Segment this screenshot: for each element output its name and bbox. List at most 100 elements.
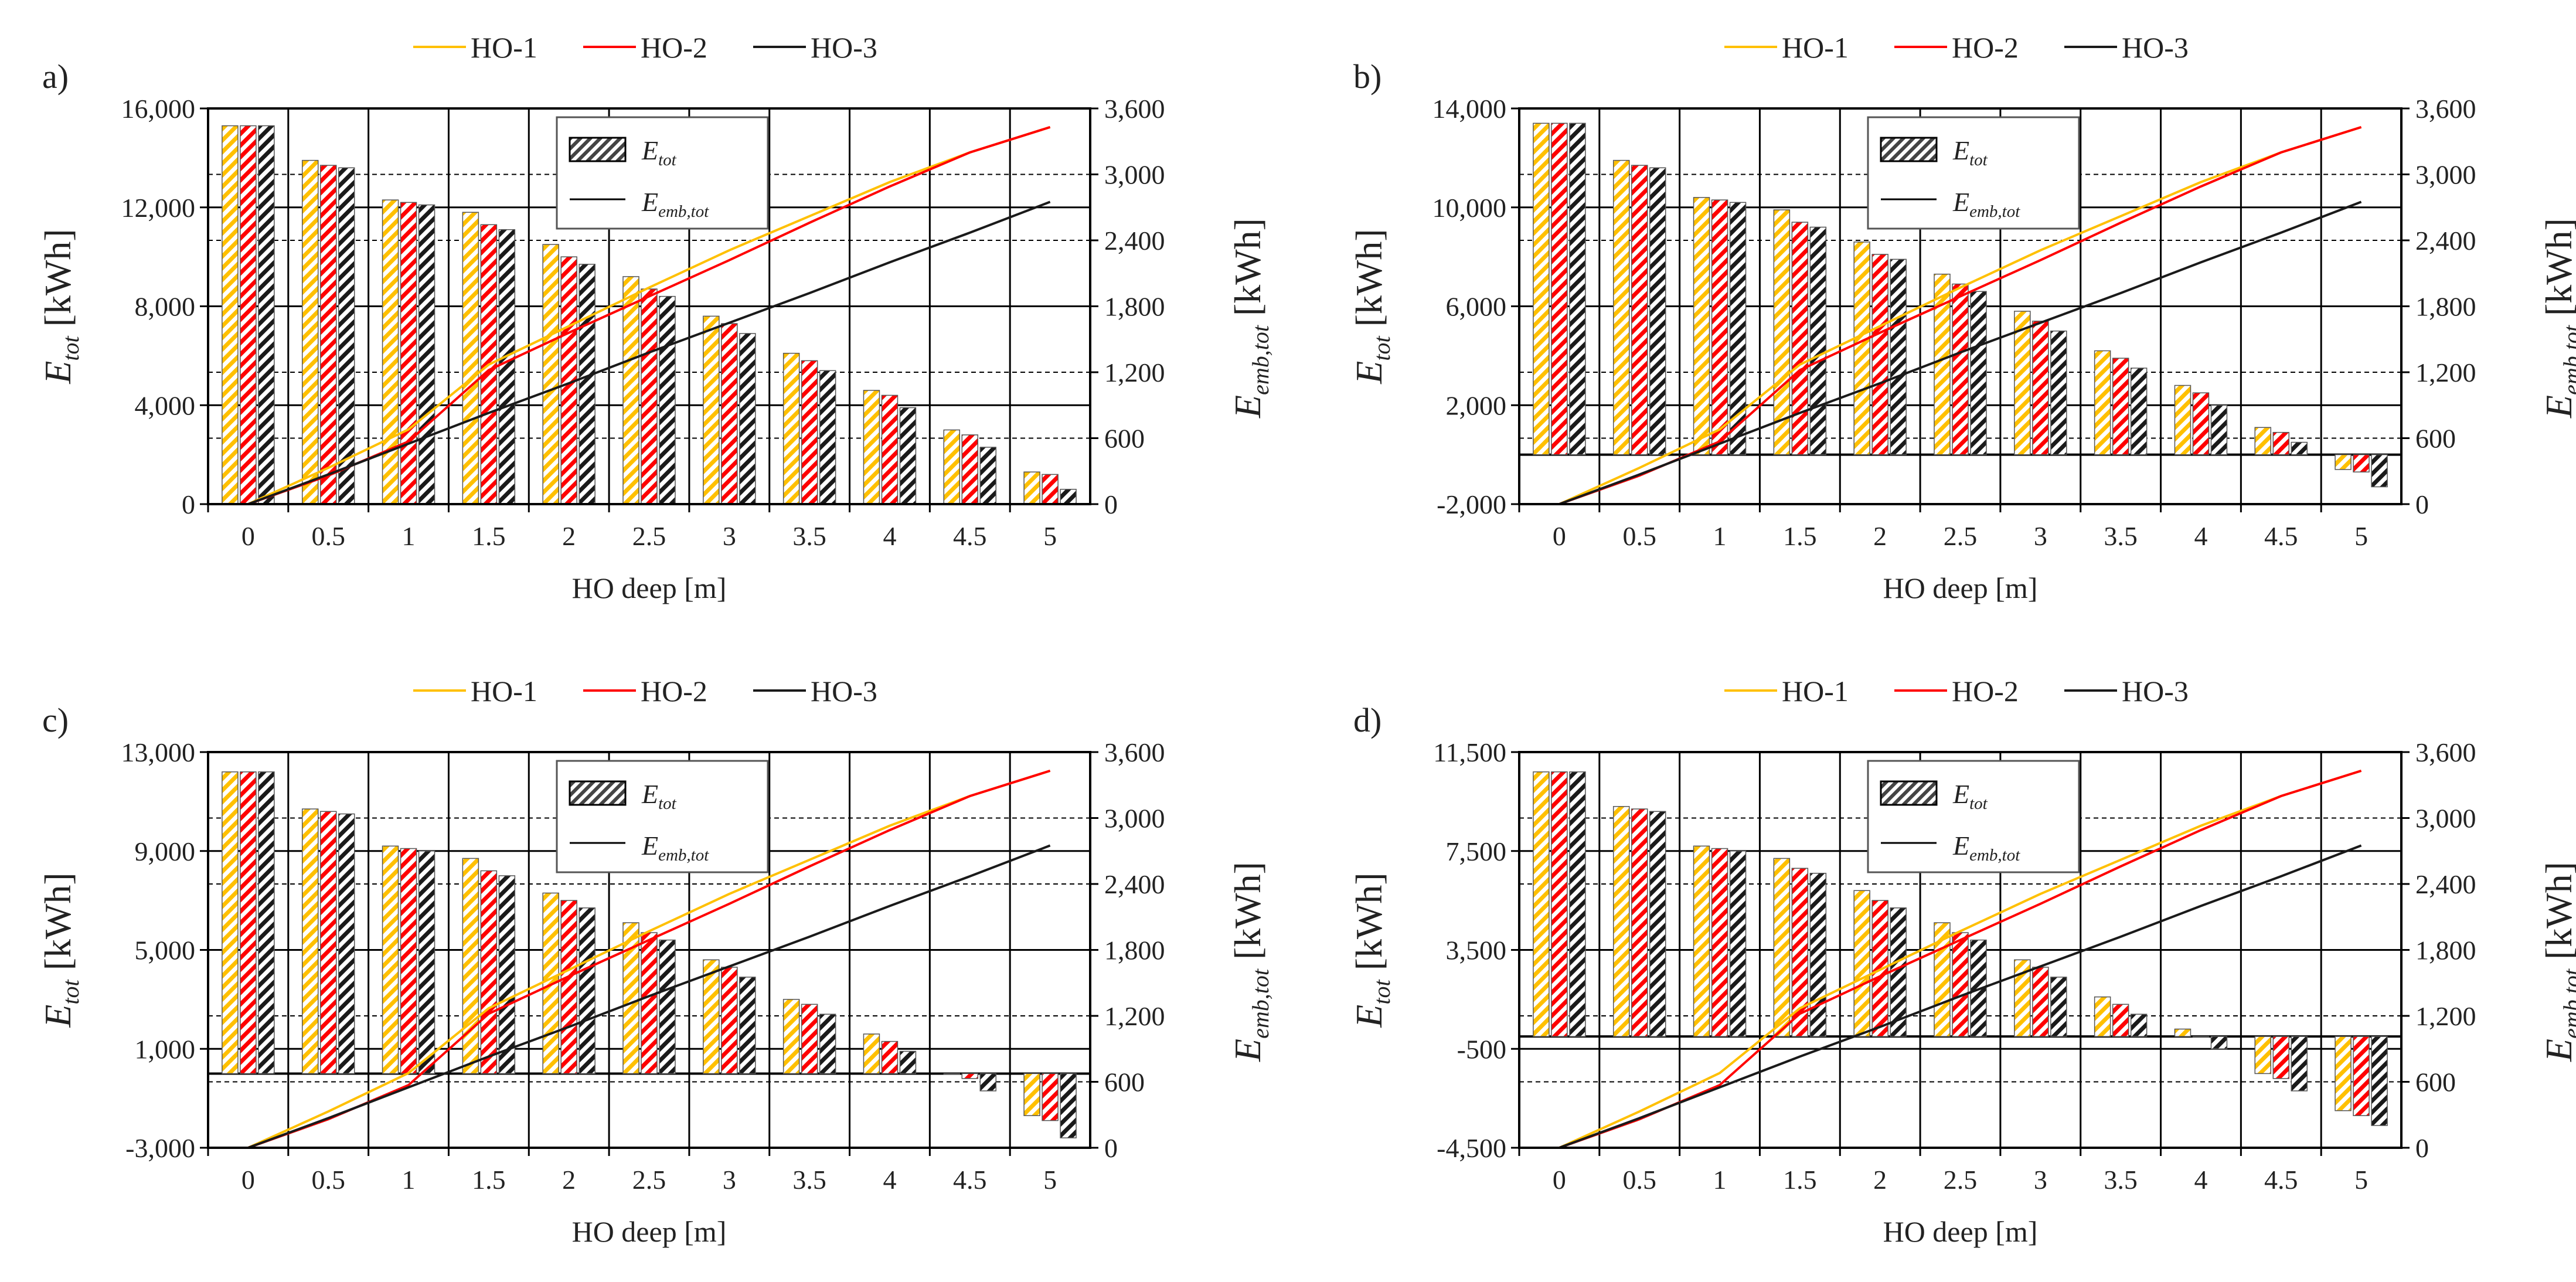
legend-series-label: HO-2: [641, 31, 707, 64]
bar-ho-3-4: [899, 407, 917, 505]
x-tick-label: 1.5: [472, 1165, 506, 1195]
bar-ho-3-4.5: [2291, 441, 2308, 455]
bar-ho-1-3: [703, 315, 720, 505]
line-ho-3: [247, 200, 1051, 505]
right-tick-label: 1,800: [2415, 292, 2476, 322]
bar-ho-3-2: [579, 264, 595, 505]
right-tick-label: 1,800: [1104, 936, 1165, 965]
left-tick-label: 0: [182, 489, 195, 519]
bar-ho-1-0.5: [301, 808, 319, 1074]
bar-ho-2-2: [560, 900, 577, 1074]
bar-ho-2-3: [2032, 321, 2049, 455]
legend-series-label: HO-1: [1782, 675, 1849, 708]
inner-legend: [1867, 116, 2080, 230]
right-tick-label: 600: [2415, 424, 2456, 454]
line-ho-3: [247, 844, 1051, 1149]
bar-ho-1-0: [222, 125, 239, 505]
bar-ho-3-3.5: [819, 370, 836, 505]
x-tick-label: 3: [2034, 521, 2047, 551]
left-tick-label: -500: [1457, 1034, 1506, 1064]
panel-label: a): [42, 57, 69, 96]
panel-label: b): [1353, 57, 1381, 96]
legend-series-label: HO-3: [2122, 675, 2189, 708]
bar-ho-2-0.5: [1631, 165, 1648, 455]
line-ho-1: [247, 769, 1051, 1149]
chart-panel-2: b) HO-1 HO-2 HO-3 -2,000 2,000 6,000 10,000 14,0…: [1348, 31, 2576, 604]
legend-series-label: HO-2: [1952, 675, 2019, 708]
left-tick-label: 1,000: [135, 1034, 196, 1064]
left-tick-label: 12,000: [121, 193, 196, 223]
bar-ho-1-4.5: [943, 1073, 961, 1075]
bar-ho-3-0: [1569, 123, 1586, 455]
left-tick-label: -2,000: [1437, 489, 1506, 519]
left-tick-label: -3,000: [125, 1133, 195, 1163]
left-tick-label: 13,000: [121, 737, 196, 767]
bar-ho-3-1: [1729, 202, 1747, 455]
bar-ho-1-4.5: [2254, 1036, 2272, 1074]
x-tick-label: 2.5: [632, 521, 666, 551]
legend-series-label: HO-3: [811, 675, 877, 708]
y-left-axis-title: Etot [kWh]: [37, 229, 84, 384]
x-tick-label: 1: [1713, 1165, 1727, 1195]
legend-series-label: HO-2: [641, 675, 707, 708]
legend-series-label: HO-1: [471, 31, 537, 64]
x-tick-label: 0: [241, 521, 255, 551]
x-tick-label: 4.5: [2264, 521, 2298, 551]
right-tick-label: 1,800: [1104, 292, 1165, 322]
bar-ho-3-3: [739, 977, 756, 1074]
x-axis-title: HO deep [m]: [572, 572, 727, 604]
right-tick-label: 1,200: [1104, 358, 1165, 387]
bar-ho-3-3: [739, 333, 756, 505]
left-tick-label: 2,000: [1446, 390, 1507, 420]
x-tick-label: 3.5: [792, 521, 826, 551]
bar-ho-1-3.5: [782, 999, 800, 1074]
left-tick-label: 3,500: [1446, 936, 1507, 965]
x-tick-label: 4: [2194, 1165, 2207, 1195]
right-tick-label: 600: [2415, 1067, 2456, 1097]
bar-ho-3-5: [1060, 488, 1077, 505]
right-tick-label: 2,400: [1104, 869, 1165, 899]
bar-ho-2-0: [1551, 771, 1568, 1037]
bar-ho-2-5: [1042, 1073, 1059, 1121]
bar-ho-3-5: [2371, 454, 2388, 488]
bar-ho-1-1: [1693, 197, 1710, 455]
bar-ho-2-0.5: [319, 811, 337, 1074]
right-tick-label: 3,600: [1104, 94, 1165, 124]
line-ho-1: [247, 125, 1051, 505]
bar-ho-3-4: [899, 1050, 917, 1074]
legend-bar-label: Etot: [1952, 779, 1988, 813]
x-tick-label: 1: [1713, 521, 1727, 551]
bar-ho-1-3: [703, 959, 720, 1074]
bar-ho-1-4: [2174, 385, 2192, 455]
legend-series-label: HO-2: [1952, 31, 2019, 64]
bar-ho-3-4: [2210, 404, 2228, 455]
x-tick-label: 2.5: [632, 1165, 666, 1195]
bar-ho-2-0: [240, 771, 257, 1074]
x-tick-label: 1: [402, 1165, 416, 1195]
bar-ho-2-0.5: [319, 165, 337, 505]
bar-ho-1-3: [2014, 311, 2031, 455]
bar-ho-2-2.5: [1952, 932, 1969, 1037]
bar-ho-1-4: [863, 390, 880, 505]
right-tick-label: 3,600: [2415, 94, 2476, 124]
x-tick-label: 2: [1873, 521, 1887, 551]
bar-ho-2-3.5: [801, 1004, 818, 1074]
line-ho-1: [1558, 125, 2362, 505]
legend-line-label: Eemb,tot: [1952, 187, 2020, 221]
x-tick-label: 5: [1043, 1165, 1057, 1195]
bar-ho-3-4: [2210, 1036, 2228, 1049]
bar-ho-3-1: [418, 851, 435, 1074]
x-tick-label: 0: [1553, 1165, 1566, 1195]
bar-ho-3-2.5: [659, 939, 676, 1074]
x-tick-label: 3: [723, 1165, 736, 1195]
bar-ho-1-3.5: [782, 352, 800, 505]
bar-ho-1-2: [1853, 890, 1870, 1037]
bar-ho-1-1: [382, 845, 399, 1074]
bar-ho-3-3.5: [2130, 1014, 2148, 1037]
x-tick-label: 3.5: [2104, 521, 2138, 551]
left-tick-label: 7,500: [1446, 836, 1507, 866]
bar-ho-3-0: [258, 125, 275, 505]
bar-ho-2-1: [1711, 199, 1728, 455]
bar-ho-2-4.5: [2272, 1036, 2290, 1079]
y-right-axis-title: Eemb,tot [kWh]: [2538, 218, 2576, 419]
